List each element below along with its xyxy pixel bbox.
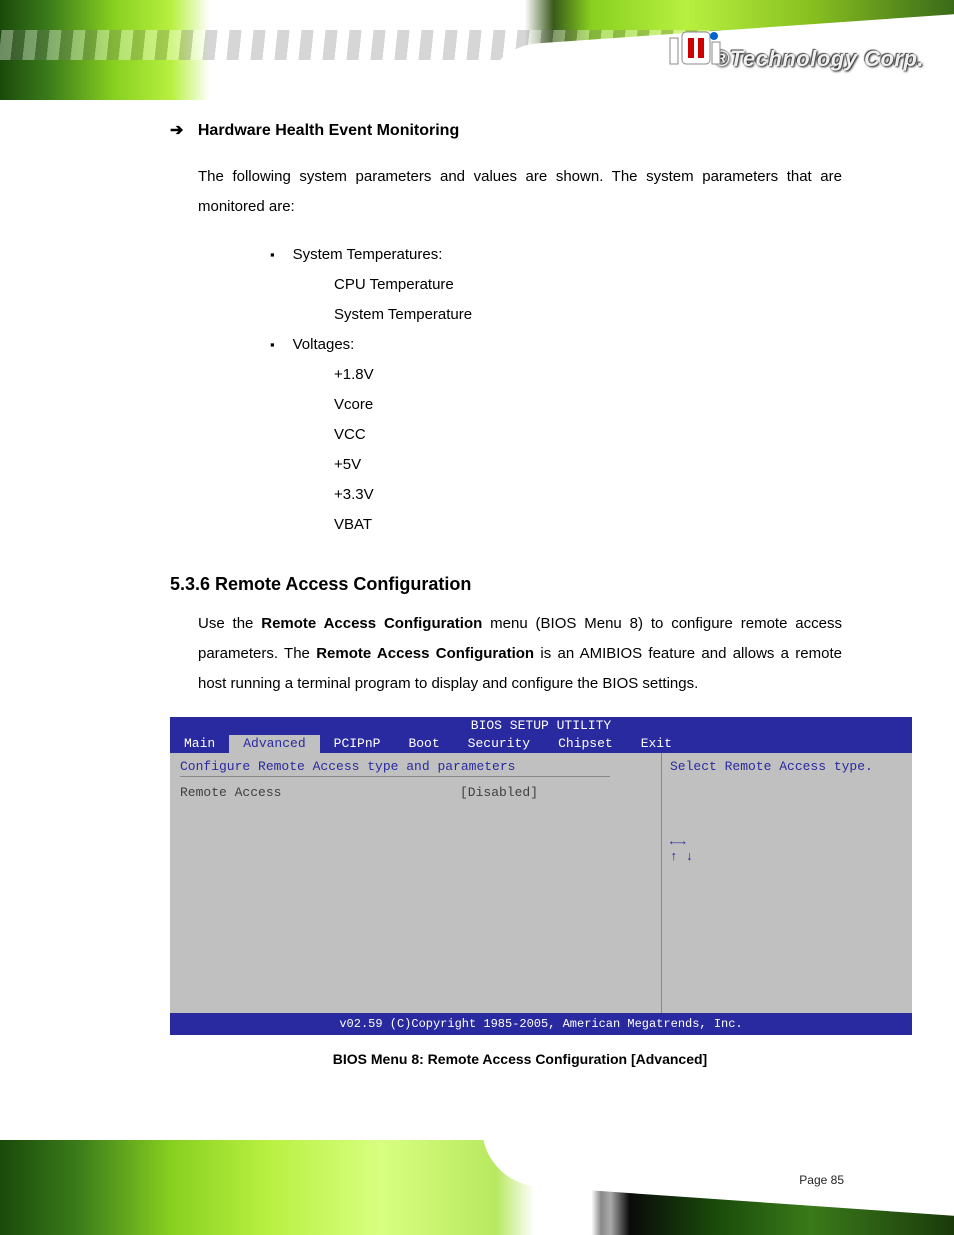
bios-body: Configure Remote Access type and paramet…	[170, 753, 912, 1013]
bios-tab[interactable]: Security	[454, 735, 544, 753]
bios-tab[interactable]: Main	[170, 735, 229, 753]
sub-item: VBAT	[334, 510, 870, 540]
section-heading: 5.3.6 Remote Access Configuration	[170, 574, 870, 595]
bios-help-text: Select Remote Access type.	[670, 759, 904, 774]
bios-key-hint: ↑ ↓ Select Item	[670, 849, 904, 864]
sub-item: CPU Temperature	[334, 270, 870, 300]
figure-caption: BIOS Menu 8: Remote Access Configuration…	[170, 1051, 870, 1067]
feature-arrow-line: ➔ Hardware Health Event Monitoring	[170, 120, 870, 140]
sub-item: VCC	[334, 420, 870, 450]
bios-tab[interactable]: PCIPnP	[320, 735, 395, 753]
sub-item: Vcore	[334, 390, 870, 420]
sub-item: +1.8V	[334, 360, 870, 390]
bios-setting-label: Remote Access	[180, 785, 460, 800]
page-footer-band	[0, 1140, 954, 1235]
list-item: System Temperatures:	[270, 240, 870, 270]
page-content: ➔ Hardware Health Event Monitoring The f…	[170, 120, 870, 1067]
bios-key-hint: Enter Go to SubScreen	[670, 864, 904, 879]
section-paragraph: Use the Remote Access Configuration menu…	[198, 609, 842, 699]
intro-paragraph: The following system parameters and valu…	[198, 162, 842, 222]
bios-title-bar: BIOS SETUP UTILITY	[170, 717, 912, 735]
bios-key-hint: ESC Exit	[670, 909, 904, 924]
bios-footer-bar: v02.59 (C)Copyright 1985-2005, American …	[170, 1013, 912, 1035]
feature-label: Hardware Health Event Monitoring	[198, 122, 459, 139]
bios-setting-row[interactable]: Remote Access [Disabled]	[180, 785, 651, 800]
bios-left-pane: Configure Remote Access type and paramet…	[170, 753, 662, 1013]
sub-item: System Temperature	[334, 300, 870, 330]
bios-tab[interactable]: Boot	[394, 735, 453, 753]
bios-tab[interactable]: Chipset	[544, 735, 627, 753]
bullet-list: System Temperatures: CPU Temperature Sys…	[270, 240, 870, 540]
bios-key-hint: ←→ Select Screen	[670, 834, 904, 849]
brand-logo	[668, 30, 724, 75]
page-number: Page 85	[799, 1173, 844, 1187]
footer-swoosh	[478, 1103, 954, 1218]
sub-item: +5V	[334, 450, 870, 480]
bios-right-pane: Select Remote Access type. ←→ Select Scr…	[662, 753, 912, 1013]
bios-divider	[180, 776, 610, 777]
sub-item: +3.3V	[334, 480, 870, 510]
bios-tab[interactable]: Exit	[627, 735, 686, 753]
bios-setting-value: [Disabled]	[460, 785, 538, 800]
bios-screenshot: BIOS SETUP UTILITY Main Advanced PCIPnP …	[170, 717, 912, 1035]
arrow-icon: ➔	[170, 122, 183, 139]
bios-tab-active[interactable]: Advanced	[229, 735, 319, 753]
list-item: Voltages:	[270, 330, 870, 360]
bios-key-hint: F1 General Help	[670, 879, 904, 894]
brand-text: ®Technology Corp.	[713, 46, 924, 72]
bios-key-hint: F10 Save and Exit	[670, 894, 904, 909]
bios-subtitle: Configure Remote Access type and paramet…	[180, 759, 651, 774]
bios-tab-bar: Main Advanced PCIPnP Boot Security Chips…	[170, 735, 912, 753]
